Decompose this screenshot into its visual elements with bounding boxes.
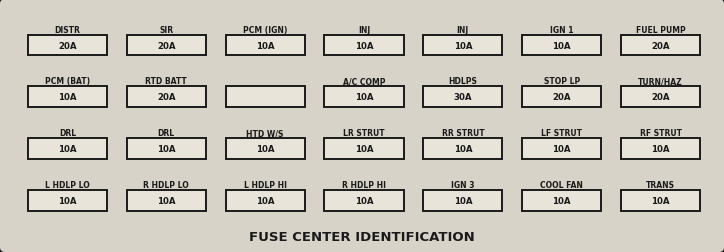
Text: INJ: INJ bbox=[358, 26, 370, 35]
Bar bbox=[226, 190, 305, 211]
Bar bbox=[621, 190, 700, 211]
Text: 10A: 10A bbox=[256, 144, 274, 153]
Text: 10A: 10A bbox=[58, 144, 77, 153]
Bar bbox=[522, 36, 601, 56]
Text: HTD W/S: HTD W/S bbox=[246, 129, 284, 138]
Bar bbox=[28, 190, 107, 211]
Text: RF STRUT: RF STRUT bbox=[639, 129, 681, 138]
Text: 20A: 20A bbox=[652, 41, 670, 50]
Text: FUSE CENTER IDENTIFICATION: FUSE CENTER IDENTIFICATION bbox=[249, 231, 475, 243]
Text: PCM (BAT): PCM (BAT) bbox=[45, 77, 90, 86]
Bar bbox=[424, 87, 502, 108]
Text: R HDLP LO: R HDLP LO bbox=[143, 180, 189, 189]
Bar bbox=[522, 190, 601, 211]
Bar bbox=[621, 87, 700, 108]
Text: 10A: 10A bbox=[454, 144, 472, 153]
Bar bbox=[424, 139, 502, 159]
Text: 10A: 10A bbox=[355, 41, 374, 50]
Bar bbox=[621, 36, 700, 56]
Text: 10A: 10A bbox=[58, 196, 77, 205]
Text: 10A: 10A bbox=[652, 144, 670, 153]
Text: L HDLP LO: L HDLP LO bbox=[45, 180, 90, 189]
Bar bbox=[324, 139, 403, 159]
Text: LF STRUT: LF STRUT bbox=[542, 129, 582, 138]
Bar bbox=[226, 139, 305, 159]
Bar bbox=[522, 87, 601, 108]
Text: STOP LP: STOP LP bbox=[544, 77, 580, 86]
Bar bbox=[424, 190, 502, 211]
Text: 10A: 10A bbox=[552, 41, 571, 50]
Text: 10A: 10A bbox=[552, 196, 571, 205]
Text: 10A: 10A bbox=[157, 196, 175, 205]
Text: 10A: 10A bbox=[652, 196, 670, 205]
Text: DISTR: DISTR bbox=[54, 26, 80, 35]
Text: 30A: 30A bbox=[454, 93, 472, 102]
Text: 20A: 20A bbox=[157, 41, 175, 50]
Text: 10A: 10A bbox=[256, 41, 274, 50]
Bar bbox=[324, 87, 403, 108]
Text: 10A: 10A bbox=[552, 144, 571, 153]
Text: 10A: 10A bbox=[454, 196, 472, 205]
Text: COOL FAN: COOL FAN bbox=[540, 180, 583, 189]
Text: PCM (IGN): PCM (IGN) bbox=[243, 26, 287, 35]
Text: TRANS: TRANS bbox=[646, 180, 675, 189]
Bar bbox=[226, 36, 305, 56]
Text: RR STRUT: RR STRUT bbox=[442, 129, 484, 138]
Text: 20A: 20A bbox=[552, 93, 571, 102]
Bar bbox=[226, 87, 305, 108]
Text: 10A: 10A bbox=[355, 196, 374, 205]
Text: A/C COMP: A/C COMP bbox=[342, 77, 385, 86]
Bar bbox=[324, 190, 403, 211]
Text: 10A: 10A bbox=[256, 196, 274, 205]
Text: INJ: INJ bbox=[457, 26, 469, 35]
Text: SIR: SIR bbox=[159, 26, 173, 35]
Bar bbox=[28, 139, 107, 159]
Bar bbox=[127, 139, 206, 159]
Text: 20A: 20A bbox=[58, 41, 77, 50]
Bar bbox=[127, 87, 206, 108]
Bar bbox=[28, 87, 107, 108]
Bar bbox=[621, 139, 700, 159]
Text: IGN 1: IGN 1 bbox=[550, 26, 573, 35]
Text: 10A: 10A bbox=[355, 144, 374, 153]
Text: DRL: DRL bbox=[158, 129, 175, 138]
Text: 20A: 20A bbox=[157, 93, 175, 102]
Text: DRL: DRL bbox=[59, 129, 76, 138]
Text: 20A: 20A bbox=[652, 93, 670, 102]
Bar bbox=[522, 139, 601, 159]
Bar bbox=[424, 36, 502, 56]
Text: R HDLP HI: R HDLP HI bbox=[342, 180, 386, 189]
Text: IGN 3: IGN 3 bbox=[451, 180, 475, 189]
Text: FUEL PUMP: FUEL PUMP bbox=[636, 26, 686, 35]
Text: HDLPS: HDLPS bbox=[448, 77, 477, 86]
Text: 10A: 10A bbox=[355, 93, 374, 102]
Text: RTD BATT: RTD BATT bbox=[146, 77, 188, 86]
Text: TURN/HAZ: TURN/HAZ bbox=[638, 77, 683, 86]
Text: 10A: 10A bbox=[58, 93, 77, 102]
Bar bbox=[28, 36, 107, 56]
Bar bbox=[324, 36, 403, 56]
Text: L HDLP HI: L HDLP HI bbox=[244, 180, 287, 189]
Bar bbox=[127, 190, 206, 211]
Bar bbox=[127, 36, 206, 56]
Text: LR STRUT: LR STRUT bbox=[343, 129, 385, 138]
Text: 10A: 10A bbox=[157, 144, 175, 153]
Text: 10A: 10A bbox=[454, 41, 472, 50]
